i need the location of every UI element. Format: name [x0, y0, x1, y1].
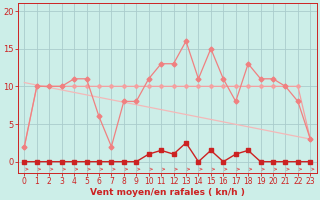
X-axis label: Vent moyen/en rafales ( kn/h ): Vent moyen/en rafales ( kn/h ): [90, 188, 245, 197]
